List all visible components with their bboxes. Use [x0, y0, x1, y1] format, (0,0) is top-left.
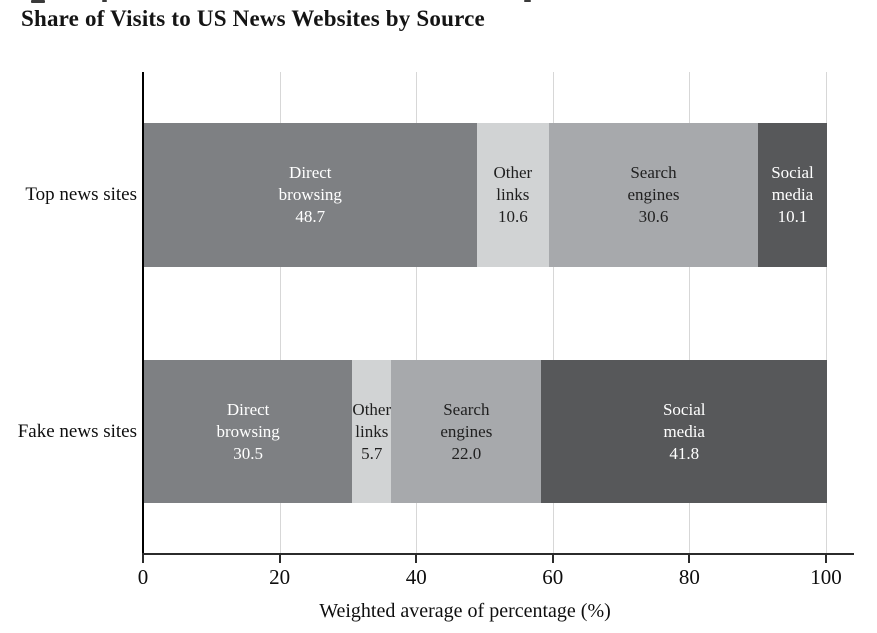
segment-value: 22.0 [451, 443, 482, 463]
gridline-80 [689, 72, 691, 554]
tick-label-20: 20 [269, 565, 291, 589]
segment-social-media: Social media 41.8 [541, 360, 827, 503]
category-label-top-news-sites: Top news sites [25, 184, 137, 205]
tick-label-0: 0 [137, 565, 149, 589]
tick-60 [551, 554, 554, 563]
segment-label: Search engines 30.6 [578, 162, 728, 228]
segment-name-line: browsing [278, 185, 342, 204]
category-label-fake-news-sites: Fake news sites [17, 420, 137, 442]
tick-100 [825, 554, 827, 563]
crop-artifact [524, 0, 531, 2]
segment-value: 48.7 [295, 207, 326, 226]
segment-label: Search engines 22.0 [391, 399, 541, 465]
segment-name-line: browsing [216, 421, 280, 441]
tick-label-80: 80 [678, 565, 700, 589]
crop-artifact [102, 0, 107, 2]
tick-0 [142, 554, 144, 563]
segment-value: 41.8 [669, 443, 700, 463]
gridline-60 [552, 72, 554, 554]
segment-name-line: Search [443, 399, 490, 419]
segment-label: Social media 41.8 [609, 399, 759, 465]
segment-label: Direct browsing 30.5 [173, 399, 323, 465]
segment-label: Direct browsing 48.7 [235, 162, 385, 228]
tick-label-40: 40 [405, 565, 427, 589]
segment-direct-browsing: Direct browsing 48.7 [144, 123, 477, 267]
segment-search-engines: Search engines 22.0 [391, 360, 542, 503]
segment-social-media: Social media 10.1 [757, 123, 827, 267]
segment-name-line: media [663, 421, 705, 441]
segment-direct-browsing: Direct browsing 30.5 [144, 360, 353, 503]
x-axis-line [142, 553, 854, 555]
segment-search-engines: Search engines 30.6 [549, 123, 758, 267]
gridline-20 [279, 72, 281, 554]
tick-20 [278, 554, 281, 563]
bar-fake-news-sites: Direct browsing 30.5 Other links 5.7 Search eng… [144, 360, 827, 503]
segment-value: 30.5 [233, 443, 264, 463]
tick-80 [688, 554, 691, 563]
segment-name-line: Social [662, 399, 706, 419]
tick-label-100: 100 [810, 565, 842, 589]
segment-name-line: engines [627, 185, 680, 204]
segment-other-links: Other links 10.6 [476, 123, 549, 267]
segment-value: 30.6 [638, 207, 669, 226]
tick-40 [415, 554, 418, 563]
segment-name-line: Search [630, 163, 677, 182]
gridline-100 [826, 72, 827, 554]
chart-title: Share of Visits to US News Websites by S… [21, 6, 485, 31]
gridline-40 [416, 72, 418, 554]
segment-name-line: Direct [289, 163, 332, 182]
segment-other-links: Other links 5.7 [352, 360, 392, 503]
bar-top-news-sites: Direct browsing 48.7 Other links 10.6 Search en… [144, 123, 827, 267]
y-axis-line [142, 72, 144, 555]
segment-name-line: Direct [226, 399, 270, 419]
tick-label-60: 60 [542, 565, 564, 589]
crop-artifact [31, 0, 45, 3]
segment-name-line: engines [440, 421, 493, 441]
x-axis-title: Weighted average of percentage (%) [319, 600, 611, 622]
